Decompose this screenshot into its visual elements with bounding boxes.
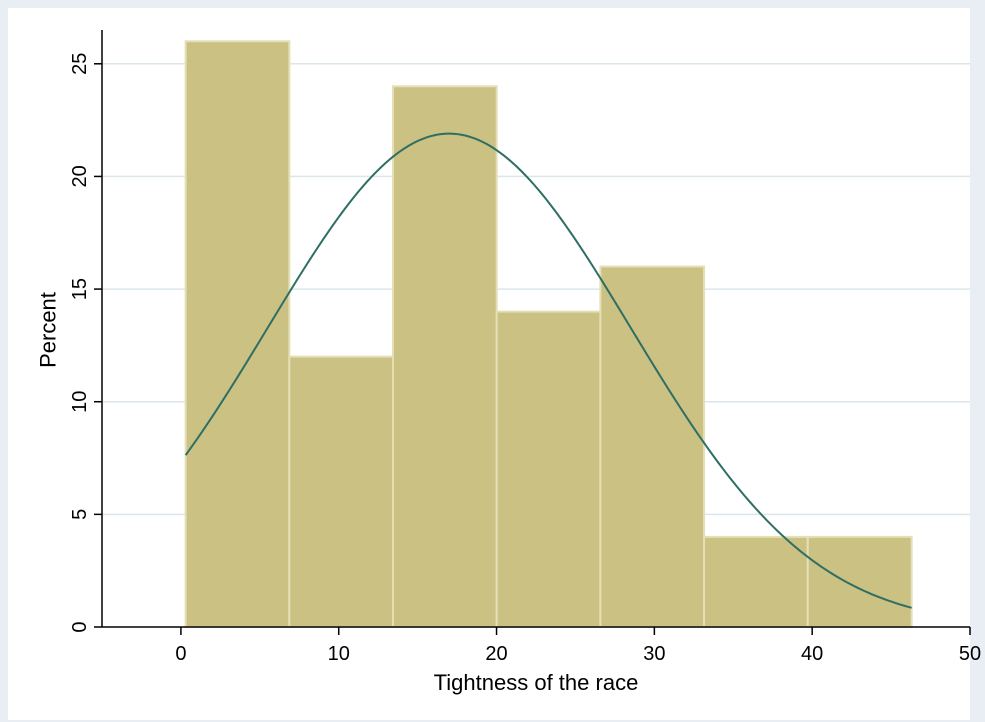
- x-tick-label: 30: [643, 643, 665, 665]
- x-axis-title: Tightness of the race: [434, 670, 639, 695]
- x-tick-label: 40: [801, 643, 823, 665]
- histogram-bar: [392, 85, 498, 629]
- y-tick-label: 20: [69, 165, 91, 187]
- y-tick-label: 15: [69, 278, 91, 300]
- axes: 0 10 20 30 40 50 0 5 10 15 20 25: [69, 30, 981, 665]
- x-tick-label: 50: [959, 643, 981, 665]
- histogram-bar: [599, 265, 706, 628]
- histogram-bar: [288, 355, 395, 628]
- histogram-bar: [495, 310, 602, 628]
- histogram-bar: [703, 535, 809, 628]
- x-tick-label: 20: [485, 643, 507, 665]
- y-tick-label: 0: [69, 621, 91, 632]
- y-tick-label: 10: [69, 391, 91, 413]
- y-axis-title: Percent: [36, 292, 61, 368]
- histogram-bar: [806, 535, 913, 628]
- y-tick-label: 25: [69, 53, 91, 75]
- bars: [184, 40, 913, 629]
- histogram-bar: [184, 40, 291, 628]
- x-tick-label: 0: [175, 643, 186, 665]
- y-tick-label: 5: [69, 509, 91, 520]
- x-tick-label: 10: [328, 643, 350, 665]
- normal-density-curve: [184, 132, 912, 609]
